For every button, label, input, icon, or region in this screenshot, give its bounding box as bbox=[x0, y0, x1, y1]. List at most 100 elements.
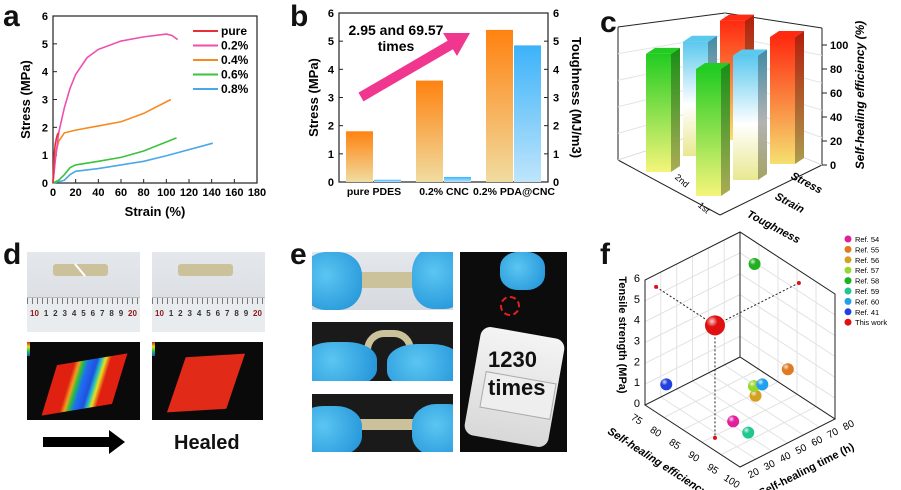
trend-arrow-shaft bbox=[358, 39, 455, 102]
projection-line bbox=[655, 286, 716, 326]
legend-label: 0.4% bbox=[221, 53, 249, 67]
bar-side-face bbox=[721, 63, 730, 196]
glove-right bbox=[412, 252, 453, 309]
ruler-label: 2 bbox=[53, 309, 58, 318]
data-point-ref-55 bbox=[781, 363, 794, 376]
legend-label: Ref. 41 bbox=[855, 308, 879, 317]
healed-surface-colormap bbox=[166, 353, 246, 413]
bar-side-face bbox=[671, 47, 680, 172]
stretch-photo bbox=[312, 252, 453, 310]
legend-label: Ref. 58 bbox=[855, 277, 879, 286]
cut-sample-photo: 10 1 2 3 4 5 6 7 8 9 20 bbox=[27, 252, 140, 332]
data-point-ref-60 bbox=[756, 378, 769, 391]
y2-tick-label: 4 bbox=[553, 64, 560, 76]
bar-front-face bbox=[646, 53, 671, 172]
cycle-times-text: times bbox=[488, 375, 546, 400]
y-axis-label: Stress (MPa) bbox=[18, 60, 33, 139]
x-tick-label: 100 bbox=[721, 473, 741, 490]
data-point-ref-56 bbox=[749, 389, 762, 402]
bar-1st-stress bbox=[770, 31, 804, 164]
legend-label: This work bbox=[855, 318, 887, 327]
y-tick-label: 50 bbox=[794, 442, 809, 457]
y2-tick-label: 5 bbox=[553, 36, 559, 48]
category-label: pure PDES bbox=[347, 186, 401, 198]
x-tick-label: 40 bbox=[92, 187, 104, 199]
series-line-0.4% bbox=[52, 98, 172, 184]
z-axis-label: Tensile strength (MPa) bbox=[616, 276, 628, 393]
z-tick-label: 80 bbox=[830, 64, 842, 76]
bar-top-face bbox=[646, 47, 680, 54]
legend-label: Ref. 55 bbox=[855, 245, 879, 254]
box-edge bbox=[617, 159, 721, 216]
sample-highlight-circle bbox=[500, 296, 520, 316]
bar-2nd-toughness bbox=[646, 47, 680, 172]
legend-marker bbox=[844, 245, 852, 253]
glove bbox=[500, 252, 545, 290]
bar-top-face bbox=[696, 63, 730, 69]
y2-tick-label: 1 bbox=[553, 149, 559, 161]
y-tick-label: 40 bbox=[778, 450, 793, 465]
cut-surface-3d-map bbox=[27, 342, 140, 420]
legend-label: 0.6% bbox=[221, 68, 249, 82]
panel-label-c: c bbox=[600, 6, 617, 39]
ruler-label: 9 bbox=[243, 309, 249, 318]
grid-line bbox=[676, 388, 772, 452]
grid-line bbox=[644, 356, 836, 420]
legend-marker bbox=[844, 287, 852, 295]
legend-marker bbox=[844, 318, 852, 326]
x-tick-label: 160 bbox=[225, 187, 243, 199]
bar-top-face bbox=[733, 49, 767, 56]
ruler-label: 6 bbox=[90, 309, 96, 318]
z-tick-label: 100 bbox=[830, 40, 848, 52]
healed-surface-3d-map bbox=[152, 342, 263, 420]
ruler-label: 8 bbox=[109, 309, 114, 318]
y-tick-label: 3 bbox=[42, 95, 48, 107]
projection-point bbox=[654, 284, 659, 289]
z-tick-label: 5 bbox=[634, 294, 640, 306]
y2-axis-label: Toughness (MJ/m3) bbox=[569, 37, 584, 158]
y-tick-label: 5 bbox=[42, 39, 48, 51]
bar-front-face bbox=[733, 55, 758, 180]
z-axis-label: Self-healing efficiency (%) bbox=[853, 21, 867, 169]
row-label: 1st bbox=[696, 200, 712, 216]
y-axis-label: Stress (MPa) bbox=[306, 58, 321, 137]
legend-marker bbox=[844, 235, 852, 243]
ruler-label: 3 bbox=[62, 309, 67, 318]
healed-sample-strip bbox=[178, 264, 233, 276]
colorbar bbox=[152, 342, 155, 356]
data-point-ref-59 bbox=[742, 426, 755, 439]
ball-highlight bbox=[660, 378, 673, 391]
bar-toughness bbox=[444, 176, 471, 182]
twist-photo bbox=[312, 394, 453, 452]
arrow-right-icon bbox=[43, 437, 109, 447]
x-tick-label: 80 bbox=[648, 425, 664, 441]
category-label: 0.2% CNC bbox=[419, 186, 469, 198]
bar-1st-strain bbox=[733, 49, 767, 180]
grid-line bbox=[701, 393, 798, 443]
y-tick-label: 70 bbox=[826, 426, 841, 441]
y-tick-label: 20 bbox=[746, 466, 761, 481]
healed-sample-photo: 10 1 2 3 4 5 6 7 8 9 20 bbox=[152, 252, 265, 332]
z-tick-label: 20 bbox=[830, 136, 842, 148]
legend-marker bbox=[844, 277, 852, 285]
panel-label-f: f bbox=[600, 238, 610, 271]
ruler-label: 2 bbox=[178, 309, 183, 318]
annotation-line1: 2.95 and 69.57 bbox=[349, 22, 444, 38]
y-tick-label: 2 bbox=[42, 122, 48, 134]
bar-top-face bbox=[683, 35, 717, 42]
legend-label: Ref. 57 bbox=[855, 266, 879, 275]
legend-label: Ref. 59 bbox=[855, 287, 879, 296]
load-bearing-photo: 1230 times bbox=[460, 252, 567, 452]
y-tick-label: 4 bbox=[328, 64, 335, 76]
bar-side-face bbox=[795, 31, 804, 164]
x-tick-label: 95 bbox=[705, 462, 721, 478]
ruler-label: 8 bbox=[234, 309, 239, 318]
x-axis-label: Self-healing efficiency (%) bbox=[605, 425, 726, 490]
x-tick-label: 90 bbox=[686, 449, 702, 465]
x-axis-label: Strain (%) bbox=[125, 204, 186, 219]
ruler-label: 20 bbox=[128, 309, 137, 318]
arrow-right-head bbox=[109, 430, 125, 454]
ruler-label: 7 bbox=[99, 309, 105, 318]
ruler-label: 6 bbox=[215, 309, 221, 318]
